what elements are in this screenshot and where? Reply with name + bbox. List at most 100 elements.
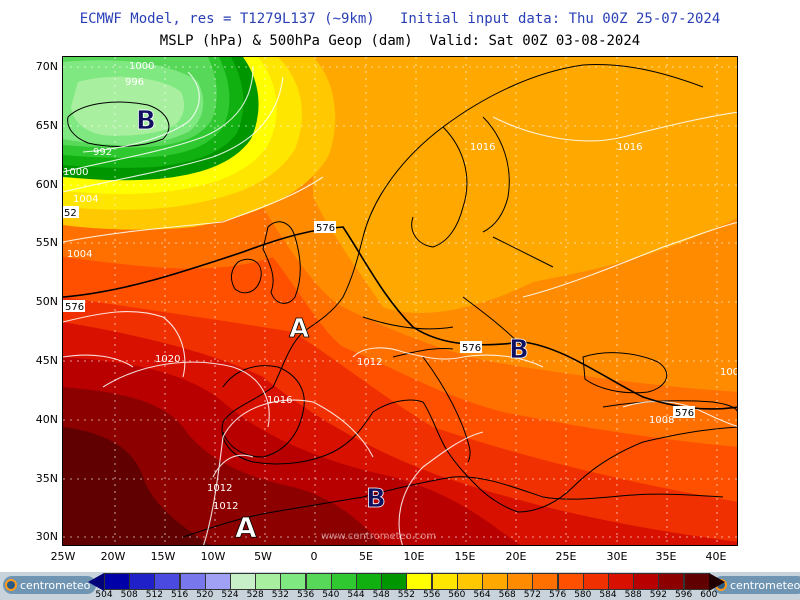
- colorbar-swatch: [305, 573, 332, 590]
- lon-label: 25E: [555, 550, 577, 563]
- colorbar-swatch: [658, 573, 685, 590]
- low-center-iceland: B: [136, 106, 156, 136]
- geop-label: 576: [675, 408, 694, 419]
- lat-label: 70N: [35, 60, 58, 73]
- isobar-label: 1000: [129, 61, 154, 72]
- geop-label: 576: [462, 343, 481, 354]
- lat-label: 55N: [35, 236, 58, 249]
- colorbar-swatch: [154, 573, 181, 590]
- colorbar-swatch: [633, 573, 660, 590]
- isobar-label: 1008: [649, 415, 674, 426]
- colorbar-swatch: [104, 573, 130, 590]
- lon-label: 15E: [454, 550, 476, 563]
- colorbar-swatch: [204, 573, 231, 590]
- isobar-label: 1004: [67, 249, 92, 260]
- colorbar-swatch: [683, 573, 710, 590]
- coastlines: [67, 64, 737, 538]
- colorbar-value: 536: [297, 590, 315, 600]
- isobar-label: 1020: [155, 354, 180, 365]
- pressure-centers: B A B B A: [136, 106, 530, 545]
- colorbar-value: 596: [675, 590, 693, 600]
- geop-label: 52: [64, 208, 77, 219]
- geop-label-box: [314, 221, 336, 233]
- centrometeo-logo-right: centrometeo: [713, 576, 800, 594]
- lat-label: 45N: [35, 354, 58, 367]
- geop-label-box: [673, 406, 695, 418]
- colorbar-value: 592: [649, 590, 667, 600]
- lat-label: 35N: [35, 472, 58, 485]
- centrometeo-logo-icon: [5, 579, 17, 591]
- map-svg: 1000 996 992 1000 1004 1004 1020 1016 10…: [63, 57, 738, 545]
- lat-label: 30N: [35, 530, 58, 543]
- colorbar-swatch: [381, 573, 408, 590]
- field-596: [63, 427, 211, 545]
- lat-label: 65N: [35, 119, 58, 132]
- lon-label: 5E: [359, 550, 373, 563]
- colorbar-value: 512: [145, 590, 163, 600]
- isobar-label: 1016: [267, 395, 292, 406]
- lon-label: 15W: [150, 550, 176, 563]
- colorbar-value: 516: [171, 590, 189, 600]
- colorbar-value: 520: [196, 590, 214, 600]
- colorbar-value: 528: [246, 590, 264, 600]
- colorbar-swatch: [179, 573, 206, 590]
- isobar-label: 1012: [207, 483, 232, 494]
- colorbar-swatch: [532, 573, 559, 590]
- high-center-biscay: A: [289, 314, 309, 344]
- lon-label: 10W: [200, 550, 226, 563]
- logo-text: centrometeo: [20, 578, 91, 592]
- low-center-algeria: B: [366, 484, 386, 514]
- isobar-label: 992: [93, 147, 112, 158]
- geop-label-box: [63, 206, 79, 218]
- isobar-label: 100: [720, 367, 738, 378]
- colorbar-swatch: [456, 573, 483, 590]
- lon-label: 0: [310, 550, 318, 563]
- title-model-info: ECMWF Model, res = T1279L137 (~9km) Init…: [79, 11, 721, 27]
- isobar-label: 1016: [470, 142, 495, 153]
- colorbar-swatch: [406, 573, 433, 590]
- colorbar-value: 568: [498, 590, 516, 600]
- isobar-label: 1012: [357, 357, 382, 368]
- colorbar-swatch: [230, 573, 256, 590]
- colorbar-swatch: [557, 573, 584, 590]
- lon-label: 10E: [403, 550, 425, 563]
- lon-label: 25W: [50, 550, 76, 563]
- geop-label-box: [460, 341, 482, 353]
- colorbar-swatch: [356, 573, 382, 590]
- low-center-balkans: B: [509, 335, 529, 365]
- colorbar-swatch: [507, 573, 534, 590]
- watermark: www.centrometeo.com: [321, 531, 436, 542]
- colorbar-swatch: [255, 573, 282, 590]
- lat-label: 40N: [35, 413, 58, 426]
- lat-label: 60N: [35, 178, 58, 191]
- isobar-label: 1012: [213, 501, 238, 512]
- colorbar-max-arrow: [708, 573, 725, 591]
- isobars: [63, 66, 737, 545]
- colorbar-value: 552: [397, 590, 415, 600]
- grid-lines: [63, 57, 737, 545]
- colorbar-swatch: [582, 573, 609, 590]
- colorbar-value: 540: [322, 590, 340, 600]
- colorbar-value: 508: [120, 590, 138, 600]
- colorbar-value: 576: [549, 590, 567, 600]
- colorbar-value: 564: [473, 590, 491, 600]
- colorbar-swatch: [129, 573, 156, 590]
- isobar-label: 1004: [73, 194, 98, 205]
- high-center-morocco: A: [235, 511, 257, 544]
- isobar-label: 996: [125, 77, 144, 88]
- colorbar-swatch: [280, 573, 307, 590]
- colorbar-value: 584: [599, 590, 617, 600]
- geop-label-box: [63, 300, 85, 312]
- colorbar-min-arrow: [88, 573, 104, 591]
- colorbar-value: 588: [624, 590, 642, 600]
- colorbar-value: 600: [700, 590, 718, 600]
- colorbar-swatch: [330, 573, 357, 590]
- lat-label: 50N: [35, 295, 58, 308]
- lon-label: 20E: [505, 550, 527, 563]
- lon-label: 40E: [705, 550, 727, 563]
- colorbar-value: 556: [423, 590, 441, 600]
- lon-label: 30E: [606, 550, 628, 563]
- field-528: [71, 76, 185, 136]
- colorbar-swatch: [431, 573, 458, 590]
- lon-label: 35E: [655, 550, 677, 563]
